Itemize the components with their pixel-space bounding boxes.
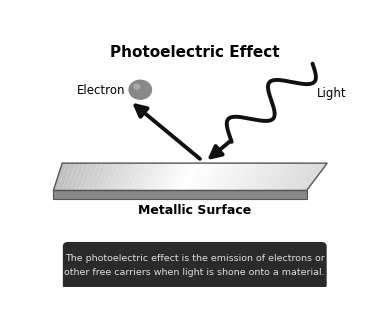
Polygon shape [226,163,248,191]
Polygon shape [201,163,221,191]
Polygon shape [193,163,212,191]
Polygon shape [243,163,266,191]
Text: Electron: Electron [77,85,125,98]
Polygon shape [53,191,307,199]
Polygon shape [104,163,120,191]
Text: Metallic Surface: Metallic Surface [138,204,252,217]
FancyBboxPatch shape [63,242,327,289]
Polygon shape [180,163,199,191]
Polygon shape [117,163,133,191]
Polygon shape [239,163,261,191]
Polygon shape [277,163,301,191]
Polygon shape [252,163,274,191]
Polygon shape [159,163,177,191]
Polygon shape [290,163,314,191]
Polygon shape [214,163,234,191]
Polygon shape [218,163,239,191]
Polygon shape [260,163,283,191]
Polygon shape [269,163,292,191]
Polygon shape [302,163,327,191]
Polygon shape [294,163,318,191]
Polygon shape [134,163,150,191]
Polygon shape [197,163,217,191]
Text: The photoelectric effect is the emission of electrons or
other free carriers whe: The photoelectric effect is the emission… [65,255,325,277]
Polygon shape [256,163,279,191]
Polygon shape [167,163,186,191]
Polygon shape [91,163,106,191]
Polygon shape [235,163,256,191]
Circle shape [134,84,140,89]
Polygon shape [231,163,252,191]
Polygon shape [53,163,66,191]
Polygon shape [184,163,204,191]
Polygon shape [163,163,182,191]
Text: Photoelectric Effect: Photoelectric Effect [110,45,280,60]
Polygon shape [58,163,71,191]
Polygon shape [172,163,190,191]
Polygon shape [62,163,76,191]
Polygon shape [108,163,124,191]
Polygon shape [273,163,296,191]
Text: Light: Light [317,87,347,100]
Polygon shape [146,163,164,191]
Polygon shape [70,163,84,191]
Polygon shape [96,163,111,191]
Polygon shape [150,163,168,191]
Polygon shape [210,163,230,191]
Polygon shape [281,163,305,191]
Polygon shape [79,163,93,191]
Polygon shape [112,163,128,191]
Polygon shape [87,163,102,191]
Polygon shape [121,163,137,191]
Polygon shape [188,163,208,191]
Polygon shape [222,163,243,191]
Polygon shape [247,163,270,191]
Circle shape [129,80,152,99]
Polygon shape [138,163,155,191]
Polygon shape [264,163,288,191]
Polygon shape [285,163,310,191]
Polygon shape [155,163,173,191]
Polygon shape [298,163,323,191]
Polygon shape [176,163,195,191]
Polygon shape [129,163,146,191]
Polygon shape [125,163,142,191]
Polygon shape [205,163,226,191]
Polygon shape [142,163,160,191]
Polygon shape [100,163,115,191]
Polygon shape [74,163,89,191]
Polygon shape [83,163,98,191]
Polygon shape [66,163,80,191]
